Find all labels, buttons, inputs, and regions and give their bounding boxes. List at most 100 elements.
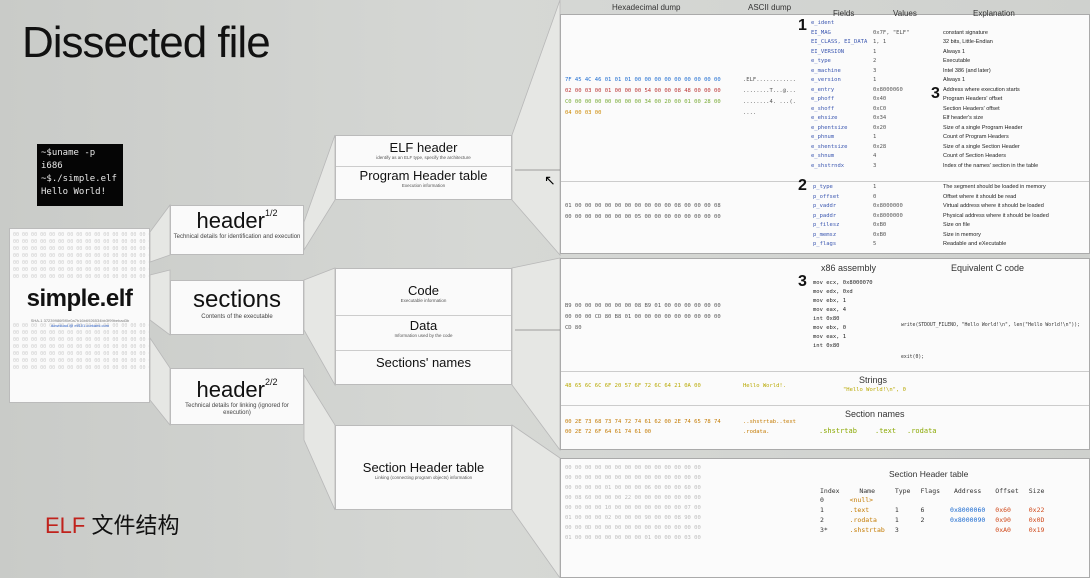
field-explanation: Physical address where it should be load… [943,212,1049,219]
step-number-2: 2 [798,177,807,194]
section-table-title: Section Header table [889,469,969,479]
file-link: download @ elf101.corkami.com [50,323,110,328]
table-cell: 0xA0 [995,526,1011,534]
section-header-label: Section Header table [362,460,485,475]
field-value: 0x8000000 [873,212,903,219]
ascii-row: ........T...@... [743,88,796,94]
name-item: .text [875,427,897,435]
asm-line: int 0x80 [813,316,840,322]
field-value: 3 [873,67,877,74]
field-name: p_memsz [813,231,837,238]
code-hex-block: B9 00 00 00 00 00 00 08 B9 01 00 00 00 0… [565,301,721,334]
field-name: p_flags [813,241,837,247]
file-name: simple.elf [26,285,133,312]
elf-header-card: ELF header identify as an ELF type, spec… [335,135,512,200]
field-name: e_phoff [811,96,835,102]
field-value: 0x40 [873,96,887,102]
table-cell: 0x19 [1028,526,1045,534]
table-cell [945,495,990,505]
field-explanation: Size of a single Section Header [943,143,1020,150]
field-name: p_paddr [813,212,837,219]
hex-row: C0 00 00 00 00 00 00 00 34 00 20 00 01 0… [565,99,721,105]
names-divider [561,405,1089,406]
hex-row: B9 00 00 00 00 00 00 08 B9 01 00 00 00 0… [565,303,721,309]
field-name: e_ident [811,20,835,26]
elf-header-panel: Fields Values Explanation 1 3 7F 45 4C 4… [560,9,1090,254]
column-header: Type [894,487,911,495]
table-cell [915,495,945,505]
table-row: 3* .shstrtab 3 0xA0 0x19 [815,525,1049,535]
elf-fields-list: e_ident EI_MAG EI_CLASS, EI_DATA EI_VERSION… [811,19,867,171]
elf-explanations-list: constant signature 32 bits, Little-Endian… [943,19,1038,171]
hex-row: 7F 45 4C 46 01 01 01 00 00 00 00 00 00 0… [565,77,721,83]
field-value: 3 [873,162,877,169]
sections-title: sections [192,286,282,313]
ascii-row: ..shstrtab..text [743,419,796,425]
field-explanation: Size of a single Program Header [943,124,1023,131]
asm-line: mov ebx, 0 [813,325,847,331]
field-name: e_phnum [811,134,835,140]
c-code-label: Equivalent C code [951,263,1025,273]
step-number-1: 1 [798,17,807,34]
hex-dump-header: Hexadecimal dump [612,3,681,12]
names-ascii-block: ..shstrtab..text .rodata. [743,417,796,437]
ph-divider [561,181,1089,182]
table-cell: 3* [820,526,828,534]
header2-card: header2/2 Technical details for linking … [170,368,304,425]
section-table: Index Name Type Flags Address Offset Size 0 <nu… [815,487,1049,535]
field-name: e_shnum [811,153,835,159]
strings-value: "Hello World!\n", 0 [843,387,906,393]
mouse-cursor-icon: ↖ [544,172,556,188]
header1-card: header1/2 Technical details for identifi… [170,205,304,255]
elf-caption: ELF 文件结构 [45,508,179,540]
table-cell: 6 [920,506,925,514]
field-name: EI_MAG [811,29,831,36]
elf-caption-text: 文件结构 [85,513,180,538]
ph-hex-block: 01 00 00 00 00 00 00 00 00 00 00 08 00 0… [565,201,721,223]
elf-values-list: 0x7F, "ELF" 1, 1 1 2 3 1 0x8000060 0x40 0xC0 0x34… [873,19,909,171]
ph-values-list: 1 0 0x8000000 0x8000000 0xB0 0xB0 5 [873,183,903,250]
field-explanation: Count of Program Headers [943,134,1009,140]
sections-detail-card: Code Executable information Data Informa… [335,268,512,385]
file-hex-fill: 00 00 00 00 00 00 00 00 00 00 00 00 00 0… [13,232,149,371]
explanation-header: Explanation [973,9,1015,18]
data-desc: Information used by the code [394,333,453,338]
strings-hex: 48 65 6C 6C 6F 20 57 6F 72 6C 64 21 0A 0… [565,383,701,389]
field-value: 0x8000000 [873,203,903,209]
strings-divider [561,371,1089,372]
header2-sup: 2/2 [265,377,278,387]
terminal-line: Hello World! [41,187,107,197]
section-names-label: Section names [845,409,905,419]
file-hash: SHA-1 37239986f5f0e0a7b16b6926534bb3f99b… [20,318,140,328]
table-cell: 1 [820,506,824,514]
table-cell [945,525,990,535]
file-card: 00 00 00 00 00 00 00 00 00 00 00 00 00 0… [9,228,150,403]
field-name: e_phentsize [811,124,848,131]
field-explanation: Executable [943,58,971,64]
table-cell [890,495,916,505]
elf-caption-red: ELF [45,513,86,538]
c-write-line: write(STDOUT_FILENO, "Hello World!\n", l… [901,323,1081,328]
field-value: 0x34 [873,115,887,121]
section-table-header-row: Index Name Type Flags Address Offset Size [815,487,1049,495]
elf-header-label: ELF header [389,140,458,155]
step-number-3b: 3 [798,273,807,290]
field-explanation: Virtual address where it should be loade… [943,203,1044,209]
values-header: Values [893,9,917,18]
field-value: 0x28 [873,143,887,150]
field-value [873,19,909,29]
field-name: e_shentsize [811,143,848,150]
field-value: 0xC0 [873,105,887,112]
program-header-label: Program Header table [336,166,511,183]
section-table-panel: 00 00 00 00 00 00 00 00 00 00 00 00 00 0… [560,458,1090,578]
field-name: p_vaddr [813,203,837,209]
fields-header: Fields [833,9,855,18]
field-value: 1 [873,134,877,140]
header2-title: header2/2 [196,377,278,402]
field-explanation: Offset where it should be read [943,193,1017,200]
field-explanation: Always 1 [943,48,966,55]
name-item: .rodata [907,427,937,435]
field-name: e_machine [811,67,841,74]
section-header-desc: Linking (connecting program objects) inf… [374,475,473,480]
